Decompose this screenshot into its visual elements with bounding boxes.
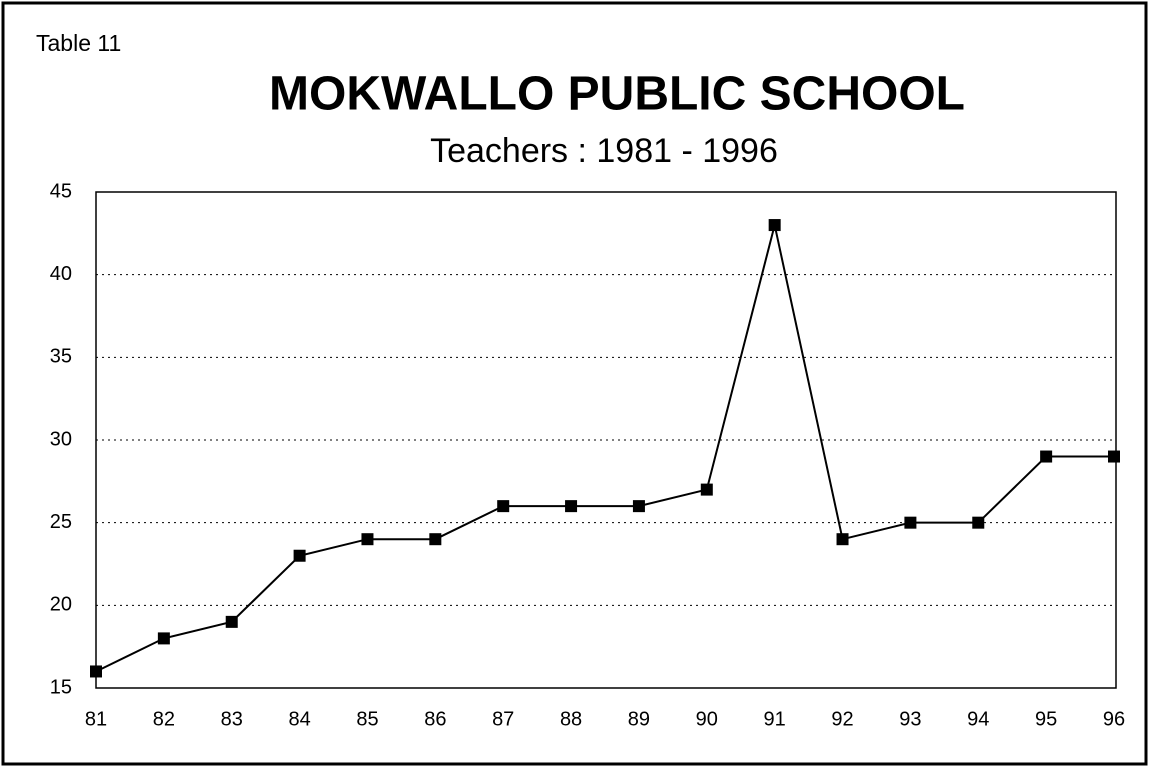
marker xyxy=(565,500,578,513)
x-tick-label: 87 xyxy=(492,708,514,730)
marker xyxy=(497,500,510,513)
x-tick-label: 96 xyxy=(1103,708,1125,730)
x-tick-label: 82 xyxy=(153,708,175,730)
x-tick-label: 92 xyxy=(831,708,853,730)
marker xyxy=(1108,450,1120,463)
marker xyxy=(361,533,374,546)
chart-title: MOKWALLO PUBLIC SCHOOL xyxy=(269,68,965,121)
chart-subtitle: Teachers : 1981 - 1996 xyxy=(430,132,778,170)
table-label: Table 11 xyxy=(36,30,121,56)
y-tick-label: 45 xyxy=(50,180,72,202)
marker xyxy=(293,549,306,562)
x-tick-label: 94 xyxy=(967,708,989,730)
y-tick-label: 35 xyxy=(50,346,72,368)
x-tick-label: 86 xyxy=(424,708,446,730)
x-tick-label: 85 xyxy=(356,708,378,730)
marker xyxy=(157,632,170,645)
y-tick-label: 30 xyxy=(50,428,72,450)
marker xyxy=(836,533,849,546)
marker xyxy=(90,665,102,678)
marker xyxy=(429,533,442,546)
x-tick-label: 93 xyxy=(899,708,921,730)
marker xyxy=(768,219,781,232)
x-tick-label: 83 xyxy=(221,708,243,730)
x-tick-label: 81 xyxy=(85,708,107,730)
y-tick-label: 15 xyxy=(50,676,72,698)
marker xyxy=(904,516,917,529)
marker xyxy=(972,516,985,529)
x-tick-label: 91 xyxy=(764,708,786,730)
x-tick-label: 89 xyxy=(628,708,650,730)
y-tick-label: 40 xyxy=(50,263,72,285)
x-tick-label: 90 xyxy=(696,708,718,730)
marker xyxy=(1040,450,1053,463)
line xyxy=(95,224,1114,673)
marker xyxy=(632,500,645,513)
x-tick-label: 84 xyxy=(288,708,310,730)
x-tick-label: 95 xyxy=(1035,708,1057,730)
y-tick-label: 25 xyxy=(50,511,72,533)
x-tick-label: 88 xyxy=(560,708,582,730)
marker xyxy=(225,615,238,628)
y-tick-label: 20 xyxy=(50,594,72,616)
marker xyxy=(700,483,713,496)
